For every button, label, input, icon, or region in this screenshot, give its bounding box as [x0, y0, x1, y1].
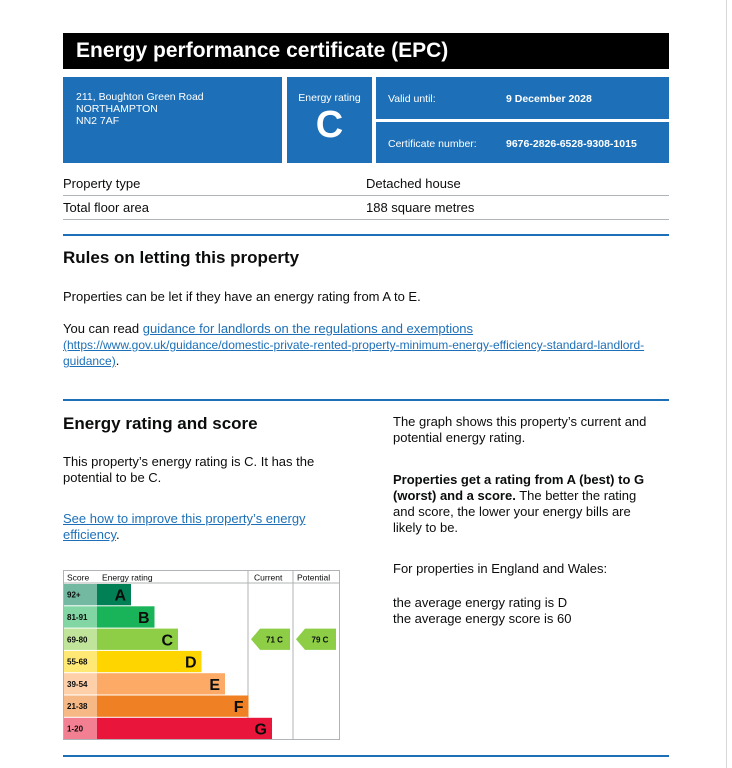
property-summary-table: Property type Detached house Total floor…: [63, 172, 669, 220]
certificate-number-box: Certificate number: 9676-2826-6528-9308-…: [376, 122, 669, 163]
chart-band-bar-e: [97, 673, 225, 695]
chart-band-letter-c: C: [161, 632, 173, 649]
floor-area-label: Total floor area: [63, 200, 149, 215]
chart-band-bar-a: [97, 584, 131, 606]
address-line-3: NN2 7AF: [76, 115, 120, 127]
rating-section-title: Energy rating and score: [63, 414, 258, 433]
graph-explanation-line-2: potential energy rating.: [393, 430, 526, 445]
letting-para-1: Properties can be let if they have an en…: [63, 289, 421, 304]
chart-score-cell-c: [64, 628, 97, 650]
page-title: Energy performance certificate (EPC): [63, 33, 669, 69]
chart-score-cell-g: [64, 717, 97, 739]
rating-scale-explanation: Properties get a rating from A (best) to…: [393, 472, 673, 536]
graph-explanation-line-1: The graph shows this property’s current …: [393, 414, 647, 429]
letting-para-2-suffix: .: [115, 353, 120, 368]
chart-score-range-e: 39-54: [67, 680, 88, 689]
chart-score-range-a: 92+: [67, 591, 81, 600]
average-score-text: the average energy score is 60: [393, 611, 572, 626]
table-row: Total floor area 188 square metres: [63, 196, 669, 220]
chart-band-letter-d: D: [185, 655, 197, 672]
certificate-number-value: 9676-2826-6528-9308-1015: [506, 138, 637, 150]
chart-potential-rating-label: 79 C: [312, 635, 329, 644]
valid-until-box: Valid until: 9 December 2028: [376, 77, 669, 119]
graph-explanation: The graph shows this property’s current …: [393, 414, 673, 446]
landlord-guidance-link[interactable]: guidance for landlords on the regulation…: [142, 321, 474, 336]
chart-potential-header: Potential: [297, 573, 330, 583]
chart-band-bar-f: [97, 695, 249, 717]
section-divider: [63, 234, 669, 236]
address-line-1: 211, Boughton Green Road: [76, 91, 204, 103]
chart-current-rating-label: 71 C: [266, 635, 283, 644]
chart-score-range-b: 81-91: [67, 613, 88, 622]
rating-scale-rest-3: and score, the lower your energy bills a…: [393, 504, 631, 519]
rating-scale-bold-1: Properties get a rating from A (best) to…: [393, 472, 645, 487]
valid-until-value: 9 December 2028: [506, 93, 592, 105]
chart-score-range-f: 21-38: [67, 702, 88, 711]
chart-rating-header: Energy rating: [102, 573, 153, 583]
energy-rating-box: Energy rating C: [287, 77, 372, 163]
energy-rating-label: Energy rating: [298, 92, 361, 104]
chart-band-letter-f: F: [234, 699, 244, 716]
rating-para-1-line-1: This property’s energy rating is C. It h…: [63, 454, 315, 469]
landlord-guidance-url-2[interactable]: guidance): [63, 354, 116, 368]
energy-rating-chart-svg: Score Energy rating Current Potential 92+ A 81…: [64, 571, 339, 739]
chart-band-bar-g: [97, 717, 272, 739]
chart-band-letter-e: E: [209, 677, 220, 694]
chart-band-bar-c: [97, 628, 178, 650]
floor-area-value: 188 square metres: [366, 200, 475, 215]
chart-band-letter-a: A: [114, 588, 126, 605]
chart-band-letter-b: B: [138, 610, 150, 627]
chart-score-cell-d: [64, 650, 97, 673]
address-line-2: NORTHAMPTON: [76, 103, 158, 115]
improve-efficiency-link-2[interactable]: efficiency: [63, 527, 116, 542]
chart-current-header: Current: [254, 573, 283, 583]
chart-band-letter-g: G: [255, 721, 267, 738]
chart-score-range-g: 1-20: [67, 724, 84, 733]
address-box: 211, Boughton Green Road NORTHAMPTON NN2…: [63, 77, 282, 163]
chart-score-cell-b: [64, 606, 97, 628]
property-type-value: Detached house: [366, 176, 461, 191]
improve-link-para: See how to improve this property’s energ…: [63, 511, 353, 543]
england-wales-text: For properties in England and Wales:: [393, 561, 608, 576]
average-rating-text: the average energy rating is D: [393, 595, 568, 610]
section-divider: [63, 399, 669, 401]
rating-scale-rest-4: likely to be.: [393, 520, 459, 535]
chart-score-cell-f: [64, 695, 97, 717]
certificate-number-label: Certificate number:: [388, 138, 477, 150]
chart-band-bar-d: [97, 650, 202, 673]
rating-scale-bold-2: (worst) and a score.: [393, 488, 516, 503]
rating-para-1-line-2: potential to be C.: [63, 470, 162, 485]
letting-para-2: You can read guidance for landlords on t…: [63, 321, 669, 369]
property-type-label: Property type: [63, 176, 141, 191]
letting-title: Rules on letting this property: [63, 248, 300, 267]
energy-rating-chart: Score Energy rating Current Potential 92+ A 81…: [63, 570, 340, 740]
improve-efficiency-link-1[interactable]: See how to improve this property’s energ…: [63, 511, 306, 526]
improve-suffix: .: [116, 527, 120, 542]
chart-score-cell-e: [64, 673, 97, 695]
letting-para-2-prefix: You can read: [63, 321, 143, 336]
rating-para-1: This property’s energy rating is C. It h…: [63, 454, 353, 486]
rating-scale-rest-2: The better the rating: [515, 488, 637, 503]
chart-band-bar-b: [97, 606, 155, 628]
landlord-guidance-url-1[interactable]: (https://www.gov.uk/guidance/domestic-pr…: [63, 338, 645, 352]
chart-score-header: Score: [67, 573, 89, 583]
section-divider: [63, 755, 669, 757]
energy-rating-value: C: [315, 104, 344, 146]
chart-potential-rating-arrow: [296, 628, 336, 650]
chart-score-cell-a: [64, 584, 97, 606]
chart-current-rating-arrow: [251, 628, 290, 650]
chart-score-range-d: 55-68: [67, 658, 88, 667]
table-row: Property type Detached house: [63, 172, 669, 196]
chart-score-range-c: 69-80: [67, 635, 88, 644]
valid-until-label: Valid until:: [388, 93, 436, 105]
